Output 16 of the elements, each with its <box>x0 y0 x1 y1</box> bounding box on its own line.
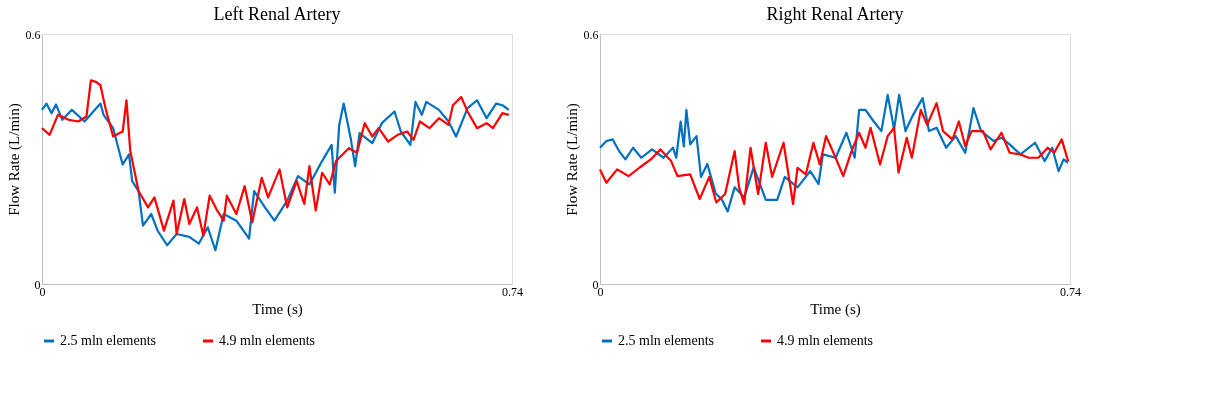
line-series <box>40 79 510 237</box>
x-tick-label: 0.74 <box>502 284 523 299</box>
y-axis-title: Flow Rate (L/min) <box>5 103 23 216</box>
y-tick-label: 0.6 <box>25 27 41 42</box>
line-series <box>40 99 510 252</box>
legend-label: 2.5 mln elements <box>60 333 157 348</box>
chart-title: Right Renal Artery <box>766 4 904 24</box>
x-axis-title: Time (s) <box>810 300 861 318</box>
x-axis-title: Time (s) <box>252 300 303 318</box>
y-axis-title: Flow Rate (L/min) <box>563 103 581 216</box>
chart-title: Left Renal Artery <box>213 4 341 24</box>
legend-label: 4.9 mln elements <box>219 333 316 348</box>
legend-label: 4.9 mln elements <box>777 333 874 348</box>
legend-label: 2.5 mln elements <box>618 333 715 348</box>
y-tick-label: 0.6 <box>583 27 599 42</box>
x-tick-label: 0.74 <box>1060 284 1081 299</box>
